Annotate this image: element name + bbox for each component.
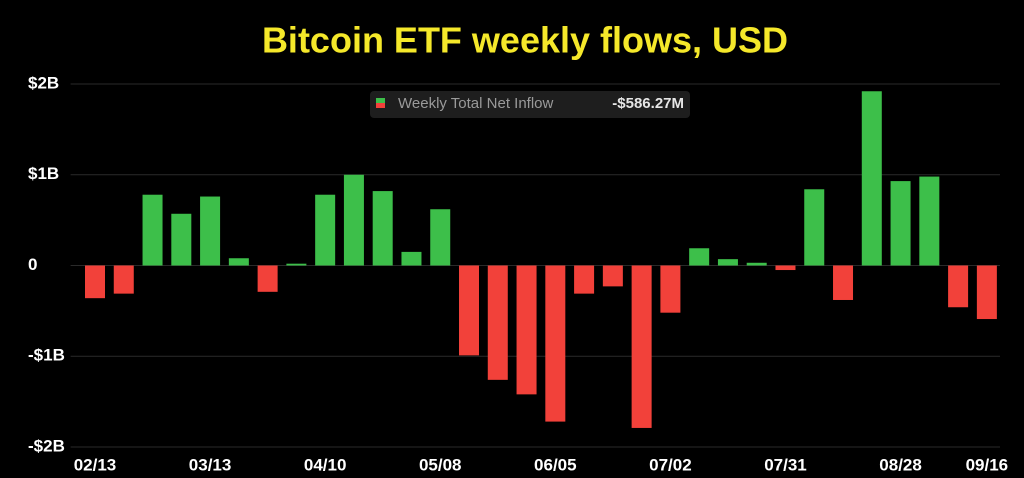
bar (833, 265, 854, 300)
bar (142, 194, 163, 266)
bar (516, 265, 537, 395)
x-tick-label: 08/28 (879, 455, 922, 474)
legend-swatch (376, 98, 385, 103)
bar (602, 265, 623, 287)
x-tick-label: 05/08 (419, 455, 462, 474)
x-tick-label: 06/05 (534, 455, 577, 474)
bar (430, 209, 451, 266)
bar (631, 265, 652, 428)
bar (286, 263, 307, 266)
x-tick-label: 03/13 (189, 455, 232, 474)
bar (689, 248, 710, 266)
bar (948, 265, 969, 308)
x-tick-label: 09/16 (966, 455, 1009, 474)
bar (487, 265, 508, 380)
legend-box (370, 91, 690, 118)
x-tick-label: 04/10 (304, 455, 347, 474)
bar (660, 265, 681, 313)
legend-value: -$586.27M (612, 95, 684, 112)
chart-title: Bitcoin ETF weekly flows, USD (262, 20, 788, 61)
x-tick-label: 07/31 (764, 455, 807, 474)
y-tick-label: $2B (28, 73, 59, 92)
legend: Weekly Total Net Inflow -$586.27M (370, 91, 690, 118)
y-tick-label: $1B (28, 164, 59, 183)
bar (315, 194, 336, 266)
bar (372, 191, 393, 266)
bar (113, 265, 134, 294)
bar (85, 265, 105, 299)
bar (574, 265, 595, 294)
bar (545, 265, 566, 422)
bar (976, 265, 997, 320)
x-tick-label: 02/13 (74, 455, 117, 474)
bar (401, 251, 422, 266)
bar (228, 258, 249, 266)
y-tick-label: -$1B (28, 346, 65, 365)
legend-swatch (376, 103, 385, 108)
bar (804, 189, 825, 266)
bar (717, 259, 738, 266)
bar (861, 91, 882, 266)
bar (919, 176, 940, 266)
bar (171, 213, 192, 266)
x-tick-label: 07/02 (649, 455, 692, 474)
bar (459, 265, 480, 356)
y-tick-label: -$2B (28, 436, 65, 455)
bar (257, 265, 278, 292)
y-tick-label: 0 (28, 255, 37, 274)
bar (343, 174, 364, 266)
bar (200, 196, 221, 266)
bar (775, 265, 796, 271)
bar (890, 181, 911, 266)
legend-label: Weekly Total Net Inflow (398, 95, 554, 112)
bar (746, 262, 767, 266)
